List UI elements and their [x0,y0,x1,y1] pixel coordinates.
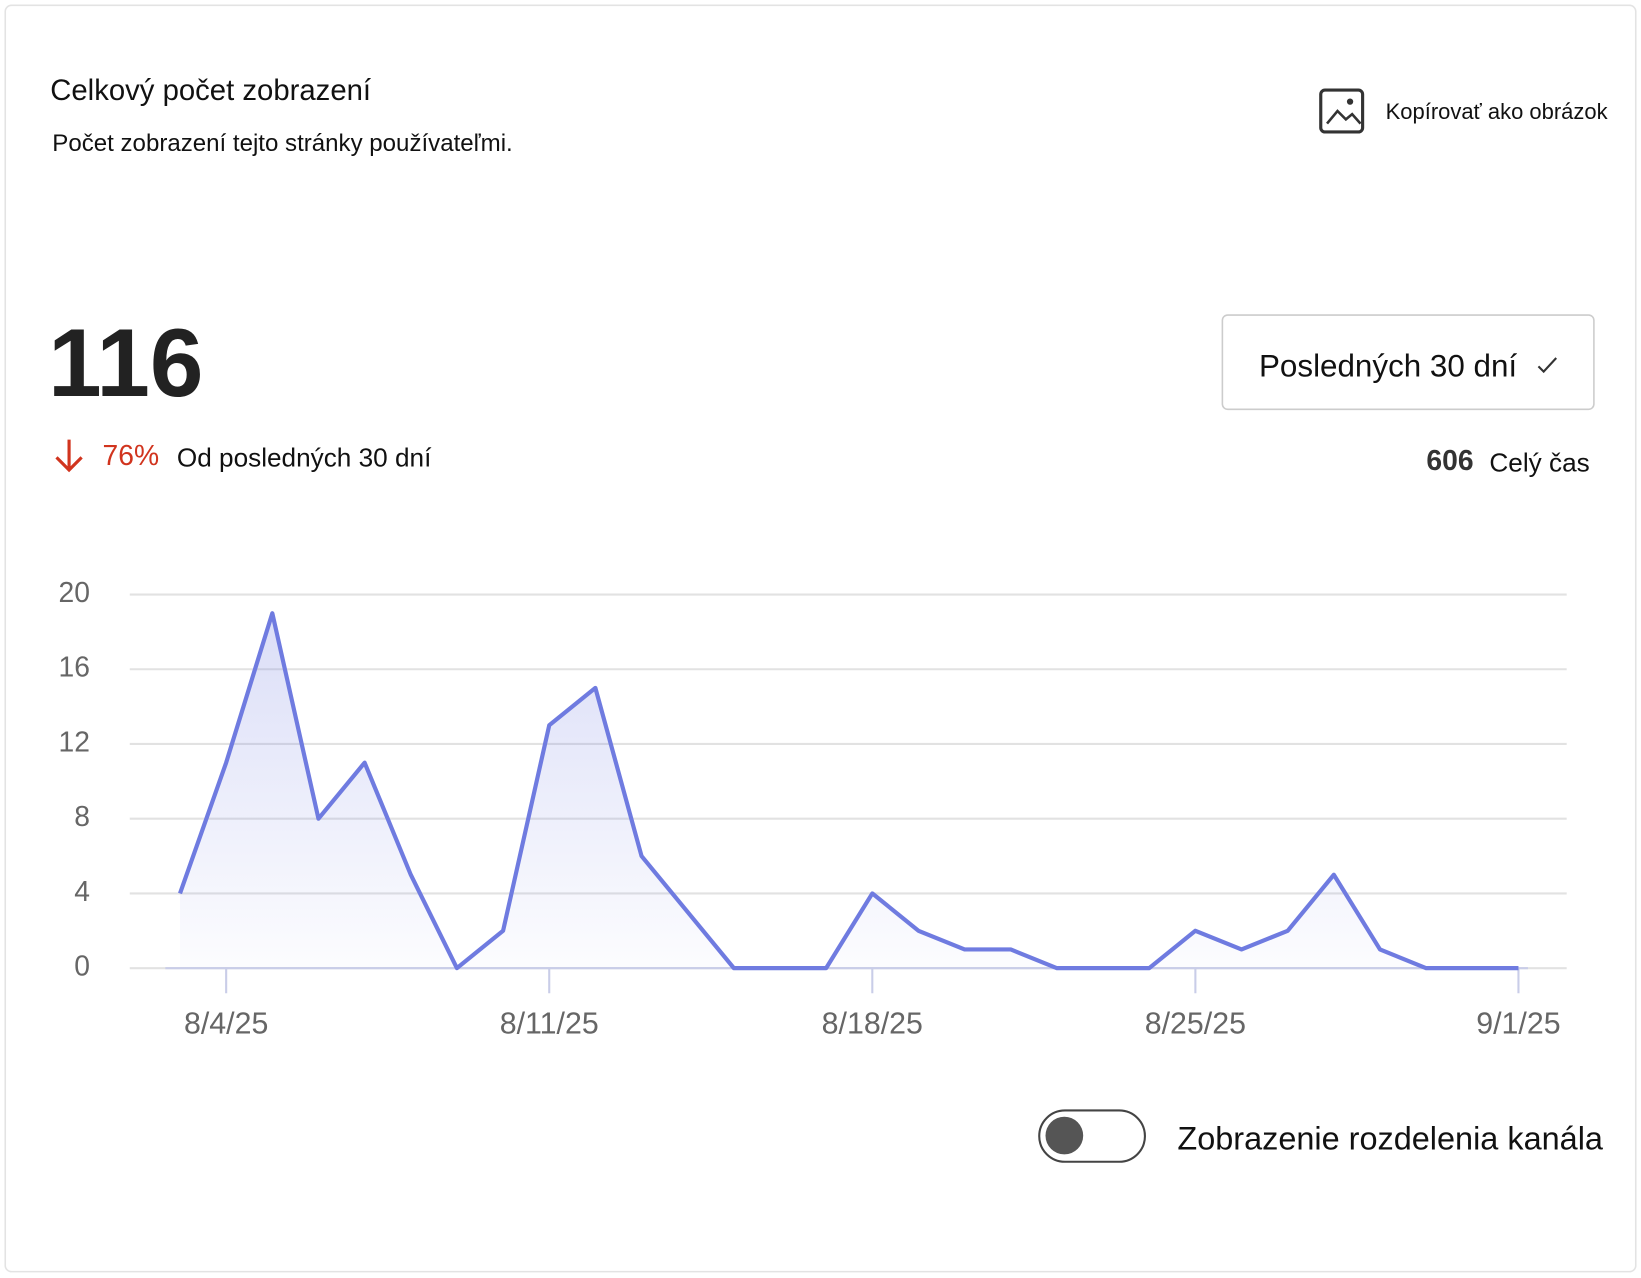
x-tick-label: 8/25/25 [1145,1008,1246,1041]
x-tick-label: 8/4/25 [184,1008,268,1041]
y-tick-label: 12 [59,725,90,757]
subtitle: Počet zobrazení tejto stránky používateľ… [52,130,512,157]
y-tick-label: 4 [74,875,90,907]
copy-icon [1319,88,1365,134]
chevron [1537,357,1557,374]
title: Celkový počet zobrazení [50,74,371,107]
copy-icon-mountain [1326,109,1362,125]
total-value: 116 [48,310,203,417]
change-label: Od posledných 30 dní [177,442,432,472]
card-frame [4,4,1637,1273]
y-tick-label: 0 [74,950,90,982]
all-time-value: 606 [1426,444,1473,476]
select-box [1221,314,1595,411]
down-arrow [55,439,83,473]
change-value: 76% [103,439,160,471]
x-tick-label: 8/11/25 [500,1008,599,1041]
period-select[interactable]: Posledných 30 dní [1221,314,1595,411]
x-tick-label: 8/18/25 [822,1008,923,1041]
copy-label: Kopírovať ako obrázok [1386,99,1609,124]
select-label: Posledných 30 dní [1259,349,1517,384]
y-tick-label: 8 [74,800,90,832]
copy-icon-sun [1346,98,1354,105]
line [178,611,1519,971]
toggle-label: Zobrazenie rozdelenia kanála [1177,1120,1604,1156]
y-tick-label: 20 [59,576,90,608]
copy-button[interactable]: Kopírovať ako obrázok [1319,88,1609,134]
all-time-label: Celý čas [1489,448,1589,478]
x-tick-label: 9/1/25 [1476,1008,1560,1041]
toggle[interactable] [1038,1109,1146,1163]
toggle-knob [1045,1116,1084,1155]
plot: 0 4 8 12 16 20 8/4/25 8/11/25 8/18/25 8/25/25 9/1/… [59,576,1567,1041]
y-tick-label: 16 [59,651,90,683]
